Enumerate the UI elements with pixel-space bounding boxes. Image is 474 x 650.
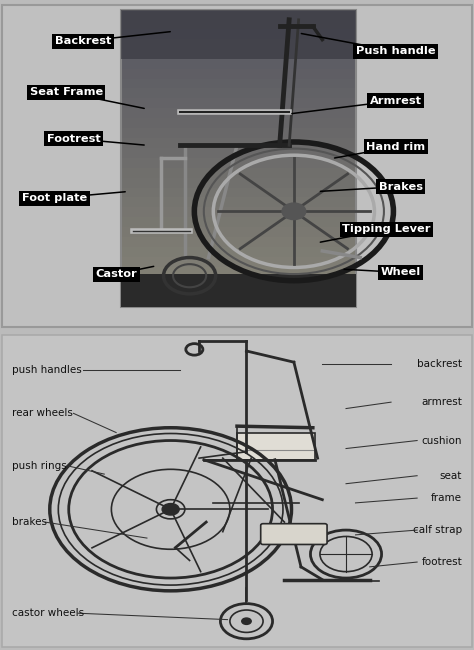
Bar xyxy=(121,227,356,238)
Bar xyxy=(121,217,356,228)
Bar xyxy=(121,39,356,49)
Text: cushion: cushion xyxy=(422,436,462,445)
Bar xyxy=(121,118,356,129)
Bar xyxy=(121,198,356,208)
Bar xyxy=(121,58,356,70)
Text: Footrest: Footrest xyxy=(46,134,100,144)
Bar xyxy=(121,19,356,30)
Text: castor wheels: castor wheels xyxy=(12,608,84,618)
Circle shape xyxy=(162,504,179,515)
Text: backrest: backrest xyxy=(417,359,462,369)
Bar xyxy=(121,287,356,297)
Bar xyxy=(121,188,356,198)
Bar xyxy=(121,69,356,79)
Text: footrest: footrest xyxy=(421,557,462,567)
Bar xyxy=(121,98,356,109)
Text: Armrest: Armrest xyxy=(370,96,422,106)
Text: Foot plate: Foot plate xyxy=(22,193,87,203)
Bar xyxy=(121,79,356,89)
FancyBboxPatch shape xyxy=(2,5,472,327)
FancyBboxPatch shape xyxy=(2,335,472,647)
FancyBboxPatch shape xyxy=(261,524,327,545)
Text: Hand rim: Hand rim xyxy=(366,142,425,152)
Text: frame: frame xyxy=(431,493,462,503)
Text: Brakes: Brakes xyxy=(379,181,422,192)
Text: Seat Frame: Seat Frame xyxy=(30,88,103,97)
Text: Tipping Lever: Tipping Lever xyxy=(342,224,430,235)
Bar xyxy=(121,177,356,188)
Bar xyxy=(121,88,356,99)
Bar xyxy=(121,10,356,59)
Bar xyxy=(121,9,356,20)
Bar xyxy=(121,257,356,267)
Bar xyxy=(121,109,356,119)
Text: calf strap: calf strap xyxy=(413,525,462,535)
Bar xyxy=(121,207,356,218)
Bar xyxy=(121,158,356,168)
Text: push handles: push handles xyxy=(12,365,82,375)
Text: seat: seat xyxy=(440,471,462,481)
Bar xyxy=(121,237,356,248)
Text: Castor: Castor xyxy=(95,269,137,279)
Bar xyxy=(121,274,356,307)
Bar xyxy=(121,148,356,159)
Text: Wheel: Wheel xyxy=(381,267,420,278)
Bar xyxy=(121,247,356,257)
Text: Backrest: Backrest xyxy=(55,36,111,46)
Bar xyxy=(121,277,356,287)
Bar xyxy=(121,128,356,138)
Bar xyxy=(121,266,356,278)
Bar xyxy=(121,168,356,178)
Bar xyxy=(121,29,356,40)
Bar xyxy=(121,138,356,149)
Circle shape xyxy=(282,203,306,220)
Text: rear wheels: rear wheels xyxy=(12,408,73,419)
Circle shape xyxy=(242,618,251,625)
Text: push rings: push rings xyxy=(12,461,67,471)
Bar xyxy=(237,432,315,460)
Text: Push handle: Push handle xyxy=(356,46,436,56)
Bar xyxy=(121,49,356,59)
Text: armrest: armrest xyxy=(421,397,462,407)
Bar xyxy=(121,296,356,307)
Text: brakes: brakes xyxy=(12,517,47,527)
